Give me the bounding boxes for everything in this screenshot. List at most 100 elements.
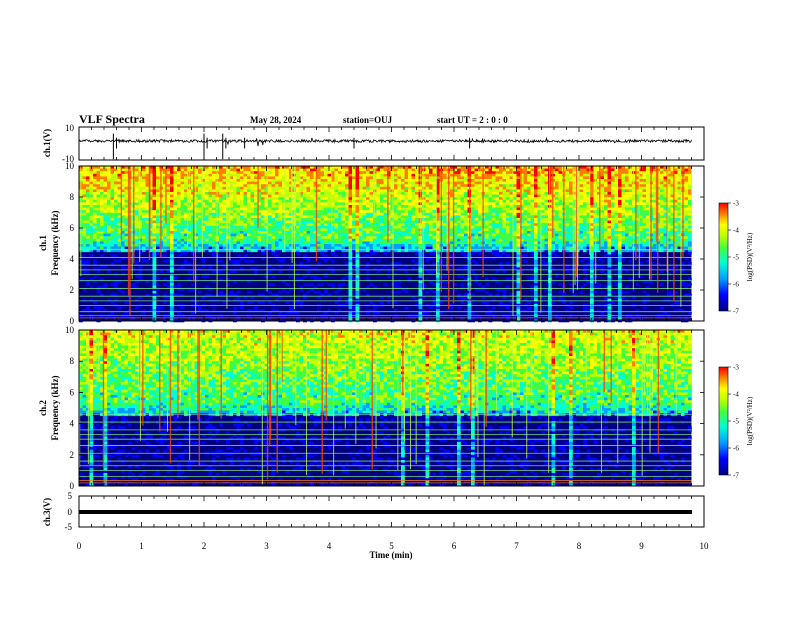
spectrogram-cell — [156, 221, 160, 224]
spectrogram-cell — [104, 244, 108, 247]
spectrogram-cell — [461, 179, 465, 182]
spectrogram-cell — [475, 236, 479, 239]
spectrogram-cell — [394, 244, 398, 247]
spectrogram-cell — [405, 179, 409, 182]
spectrogram-cell — [114, 228, 118, 231]
spectrogram-cell — [342, 283, 346, 286]
spectrogram-cell — [471, 208, 475, 211]
spectrogram-cell — [492, 171, 496, 174]
spectrogram-cell — [125, 228, 129, 231]
spectrogram-cell — [457, 236, 461, 239]
spectrogram-cell — [489, 197, 493, 200]
spectrogram-cell — [317, 189, 321, 192]
spectrogram-cell — [426, 270, 430, 273]
spectrogram-cell — [373, 231, 377, 234]
spectrogram-cell — [415, 187, 419, 190]
spectrogram-cell — [471, 244, 475, 247]
spectrogram-cell — [104, 200, 108, 203]
spectrogram-cell — [429, 205, 433, 208]
spectrogram-cell — [429, 174, 433, 177]
spectrogram-cell — [237, 179, 241, 182]
spectrogram-cell — [233, 192, 237, 195]
spectrogram-cell — [153, 197, 157, 200]
spectrogram-cell — [422, 171, 426, 174]
spectrogram-cell — [384, 202, 388, 205]
spectrogram-cell — [272, 215, 276, 218]
spectrogram-cell — [391, 234, 395, 237]
spectrogram-cell — [135, 275, 139, 278]
spectrogram-cell — [499, 223, 503, 226]
spectrogram-cell — [209, 247, 213, 250]
spectrogram-cell — [93, 187, 97, 190]
spectrogram-cell — [125, 195, 129, 198]
spectrogram-cell — [310, 169, 314, 172]
spectrogram-cell — [107, 239, 111, 242]
spectrogram-cell — [384, 221, 388, 224]
spectrogram-cell — [272, 208, 276, 211]
spectrogram-cell — [499, 254, 503, 257]
spectrogram-cell — [177, 241, 181, 244]
spectrogram-cell — [237, 291, 241, 294]
spectrogram-cell — [352, 231, 356, 234]
spectrogram-cell — [258, 244, 262, 247]
spectrogram-cell — [335, 218, 339, 221]
spectrogram-cell — [83, 182, 87, 185]
spectrogram-cell — [247, 210, 251, 213]
spectrogram-cell — [198, 218, 202, 221]
spectrogram-cell — [349, 171, 353, 174]
spectrogram-cell — [328, 174, 332, 177]
spectrogram-cell — [296, 301, 300, 304]
spectrogram-cell — [478, 218, 482, 221]
spectrogram-cell — [139, 205, 143, 208]
spectrogram-cell — [219, 221, 223, 224]
spectrogram-cell — [244, 213, 248, 216]
spectrogram-cell — [268, 239, 272, 242]
spectrogram-cell — [125, 171, 129, 174]
spectrogram-cell — [265, 228, 269, 231]
spectrogram-cell — [457, 213, 461, 216]
spectrogram-cell — [212, 179, 216, 182]
spectrogram-cell — [198, 226, 202, 229]
spectrogram-cell — [90, 236, 94, 239]
spectrogram-cell — [100, 192, 104, 195]
spectrogram-cell — [391, 283, 395, 286]
spectrogram-cell — [205, 169, 209, 172]
spectrogram-cell — [412, 200, 416, 203]
spectrogram-cell — [394, 197, 398, 200]
spectrogram-cell — [177, 210, 181, 213]
spectrogram-cell — [135, 184, 139, 187]
spectrogram-cell — [107, 176, 111, 179]
spectrogram-cell — [251, 301, 255, 304]
spectrogram-cell — [212, 231, 216, 234]
spectrogram-cell — [433, 223, 437, 226]
spectrogram-cell — [401, 244, 405, 247]
spectrogram-cell — [356, 184, 360, 187]
spectrogram-cell — [338, 195, 342, 198]
spectrogram-cell — [265, 187, 269, 190]
spectrogram-cell — [258, 247, 262, 250]
spectrogram-cell — [195, 236, 199, 239]
spectrogram-cell — [422, 187, 426, 190]
spectrogram-cell — [349, 213, 353, 216]
spectrogram-cell — [202, 260, 206, 263]
spectrogram-cell — [296, 208, 300, 211]
spectrogram-cell — [391, 218, 395, 221]
spectrogram-cell — [90, 254, 94, 257]
spectrogram-cell — [359, 231, 363, 234]
spectrogram-cell — [170, 197, 174, 200]
spectrogram-cell — [254, 195, 258, 198]
spectrogram-cell — [303, 244, 307, 247]
spectrogram-cell — [433, 283, 437, 286]
spectrogram-cell — [338, 223, 342, 226]
spectrogram-cell — [338, 182, 342, 185]
spectrogram-cell — [286, 189, 290, 192]
spectrogram-cell — [464, 234, 468, 237]
spectrogram-cell — [170, 176, 174, 179]
spectrogram-cell — [307, 169, 311, 172]
spectrogram-cell — [93, 218, 97, 221]
spectrogram-cell — [377, 171, 381, 174]
spectrogram-cell — [345, 197, 349, 200]
spectrogram-cell — [174, 244, 178, 247]
spectrogram-cell — [422, 210, 426, 213]
spectrogram-cell — [317, 239, 321, 242]
